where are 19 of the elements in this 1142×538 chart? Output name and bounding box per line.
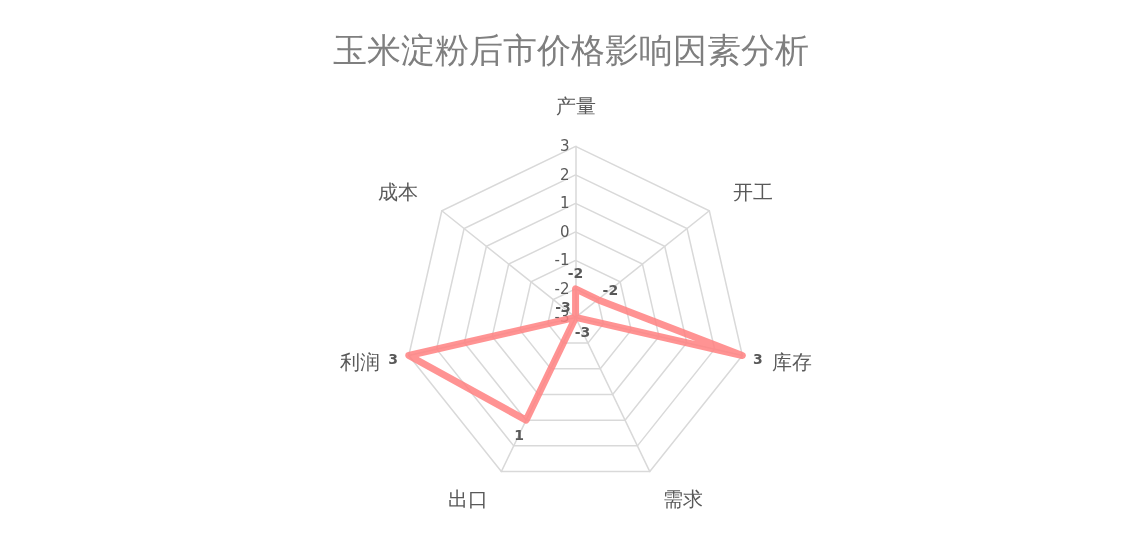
data-label: 3 [388, 351, 399, 368]
y-tick-label: 2 [560, 165, 570, 184]
y-tick-label: 0 [560, 222, 570, 241]
chart-title: 玉米淀粉后市价格影响因素分析 [333, 30, 809, 70]
data-label: -2 [602, 281, 619, 298]
y-tick-label: -1 [554, 251, 570, 270]
data-label: 3 [753, 351, 763, 368]
data-label: -3 [574, 323, 591, 340]
y-tick-label: 1 [560, 194, 570, 213]
spoke-label: 开工 [732, 180, 773, 205]
spoke-label: 产量 [555, 94, 596, 119]
spoke-label: 出口 [448, 486, 489, 511]
spoke-label: 库存 [771, 350, 812, 375]
data-label: 1 [514, 426, 525, 443]
y-tick-label: -2 [554, 279, 570, 298]
spoke-label: 成本 [378, 180, 419, 205]
spoke-label: 利润 [339, 350, 380, 375]
spoke-label: 需求 [662, 486, 703, 511]
y-tick-label: 3 [560, 137, 570, 156]
